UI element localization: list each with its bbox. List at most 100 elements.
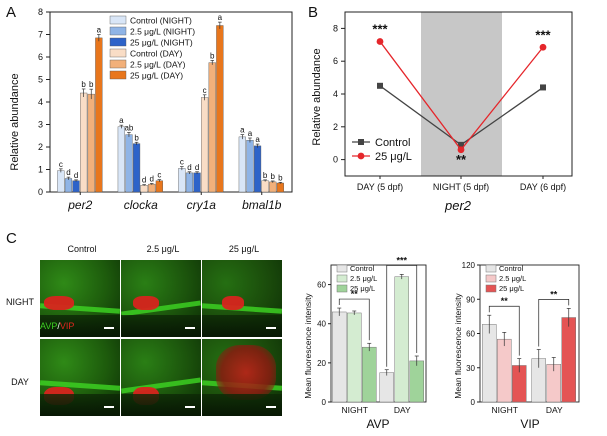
vip-ytick-label: 0 <box>471 398 476 407</box>
panel-a-sig-letter: c <box>157 171 161 180</box>
vip-xtick-label: DAY <box>546 405 563 415</box>
panel-b-legend-label: Control <box>375 137 410 149</box>
panel-a-bar <box>87 93 95 193</box>
panel-a-ytick-label: 7 <box>38 30 43 40</box>
panel-b-legend-marker <box>357 152 365 160</box>
avp-xtick-label: DAY <box>394 405 411 415</box>
avp-ylabel: Mean fluorescence intensity <box>303 293 313 399</box>
vip-bracket <box>488 305 520 356</box>
vip-ylabel: Mean fluorescence intensity <box>453 293 463 399</box>
avp-legend-swatch <box>336 274 348 283</box>
panel-a-bar <box>276 182 284 193</box>
avp-title: AVP <box>366 417 389 431</box>
panel-a-sig-letter: b <box>81 80 86 89</box>
panel-a-bar <box>72 180 80 193</box>
panel-c-vip-chart: Mean fluorescence intensity VIP 0 30 60 90 1… <box>453 261 580 431</box>
panel-a-bar <box>269 181 277 193</box>
avp-bracket <box>338 298 370 341</box>
panel-a-sig-letter: a <box>248 129 253 138</box>
panel-b-ytick-label: 2 <box>333 122 338 132</box>
panel-a-sig-letter: c <box>203 86 207 95</box>
micrograph-row-night: NIGHT <box>6 297 35 307</box>
panel-b-significance: *** <box>372 22 388 37</box>
panel-a-ytick-label: 2 <box>38 142 43 152</box>
panel-a-bar <box>95 37 103 193</box>
panel-b-point <box>540 84 546 91</box>
panel-a-bar <box>201 97 209 193</box>
panel-a-bar <box>80 92 88 193</box>
avp-ytick-label: 60 <box>317 281 326 290</box>
avp-significance: *** <box>396 255 407 265</box>
tissue-shadow <box>40 315 120 337</box>
vip-legend-label: 25 μg/L <box>499 284 524 293</box>
panel-a-legend-swatch <box>109 26 127 36</box>
avp-legend-label: 25 μg/L <box>350 284 375 293</box>
panel-b-significance: *** <box>535 27 551 42</box>
vip-legend-swatch <box>485 264 497 273</box>
panel-a-sig-letter: a <box>240 126 245 135</box>
tissue-shadow <box>202 394 282 416</box>
vip-legend-label: 2.5 μg/L <box>499 274 526 283</box>
avp-bar <box>347 312 362 403</box>
avp-legend-label: Control <box>350 264 375 273</box>
panel-a-legend-swatch <box>109 70 127 80</box>
panel-a-bar <box>155 180 163 193</box>
panel-a-bar <box>148 183 156 193</box>
panel-b-ylabel: Relative abundance <box>311 48 323 145</box>
panel-b-legend-marker <box>358 139 364 145</box>
vip-ytick-label: 60 <box>466 330 475 339</box>
avp-bar <box>379 372 394 403</box>
panel-a-ytick-label: 3 <box>38 120 43 130</box>
vip-legend-label: Control <box>499 264 524 273</box>
scale-bar <box>104 406 114 408</box>
vip-stained-region <box>44 296 74 310</box>
panel-a-sig-letter: d <box>74 171 78 180</box>
panel-a-legend-swatch <box>109 37 127 47</box>
avp-legend-label: 2.5 μg/L <box>350 274 377 283</box>
vip-ytick-label: 90 <box>466 295 475 304</box>
panel-b-ytick-label: 4 <box>333 89 338 99</box>
avp-bar <box>409 360 424 403</box>
tissue-shadow <box>202 315 282 337</box>
vip-stained-region <box>133 296 159 310</box>
micrograph-night-1 <box>121 260 201 337</box>
panel-a-sig-letter: d <box>195 163 199 172</box>
stain-separator: / <box>57 321 60 331</box>
panel-a-bar <box>125 134 133 193</box>
panel-a-legend-label: 2.5 μg/L (DAY) <box>130 60 186 70</box>
panel-a-ytick-label: 0 <box>38 187 43 197</box>
panel-a-sig-letter: b <box>134 133 139 142</box>
avp-bar <box>362 346 377 403</box>
vip-bar <box>497 338 512 403</box>
scale-bar <box>185 406 195 408</box>
vip-legend-swatch <box>485 274 497 283</box>
panel-a-bar <box>178 168 186 193</box>
panel-a-legend-label: 2.5 μg/L (NIGHT) <box>130 27 195 37</box>
avp-bar <box>394 276 409 403</box>
panel-a-sig-letter: a <box>218 13 223 22</box>
avp-frame <box>330 264 427 403</box>
vip-significance: ** <box>501 296 509 306</box>
panel-a-bar <box>132 143 141 193</box>
panel-b-point <box>457 146 465 154</box>
panel-a-ytick-label: 8 <box>38 7 43 17</box>
vip-stained-region <box>222 296 244 310</box>
panel-a-sig-letter: d <box>150 174 154 183</box>
stain-vip-label: VIP <box>59 321 75 331</box>
panel-a-sig-letter: b <box>89 80 94 89</box>
panel-b-point <box>377 82 383 89</box>
avp-ytick-label: 20 <box>317 359 326 368</box>
vip-stained-region <box>216 345 276 400</box>
scale-bar <box>104 327 114 329</box>
panel-a-label: A <box>6 4 16 21</box>
scale-bar <box>266 406 276 408</box>
panel-b-point <box>376 38 384 45</box>
panel-a-ytick-label: 6 <box>38 52 43 62</box>
panel-a-sig-letter: a <box>119 116 124 125</box>
panel-b-ytick-label: 0 <box>333 155 338 165</box>
vip-bar <box>561 317 576 403</box>
tissue-shadow <box>121 394 201 416</box>
panel-a-sig-letter: b <box>278 173 283 182</box>
